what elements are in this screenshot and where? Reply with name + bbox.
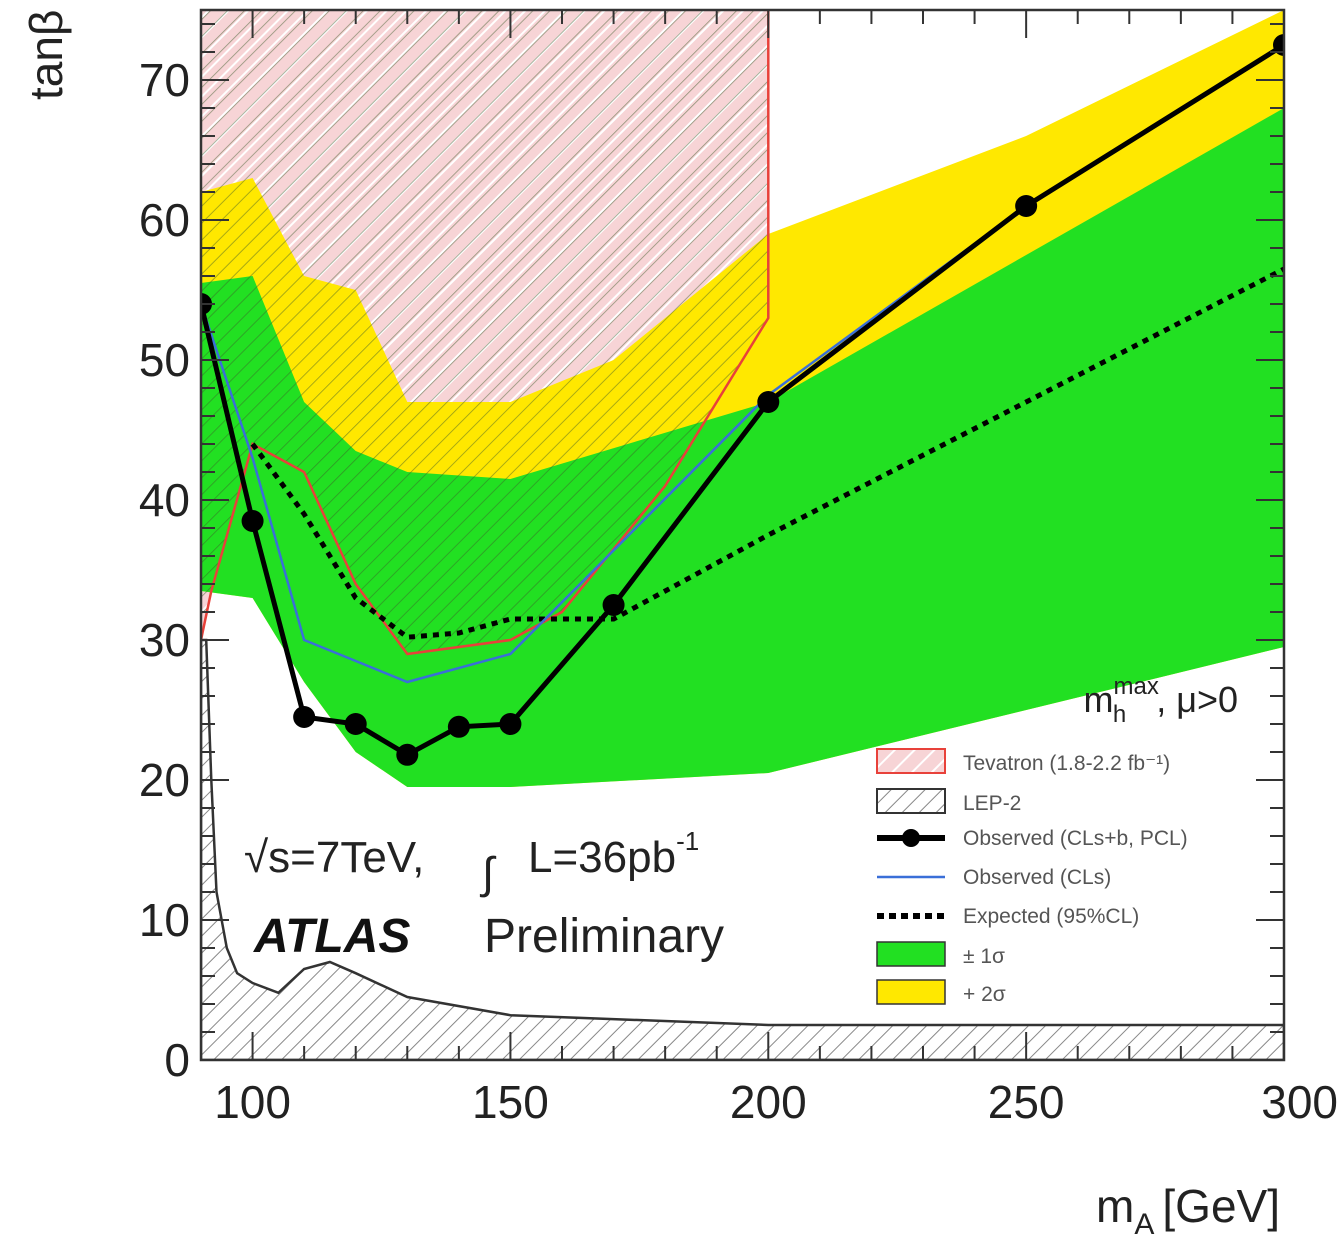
y-tick-label: 10 bbox=[139, 894, 190, 946]
observed-point-100 bbox=[241, 510, 264, 532]
atlas-label: ATLAS bbox=[253, 910, 410, 963]
x-tick-label: 300 bbox=[1261, 1076, 1338, 1128]
legend-label-expected: Expected (95%CL) bbox=[963, 905, 1139, 928]
x-tick-label: 150 bbox=[472, 1076, 549, 1128]
observed-point-250 bbox=[1015, 195, 1038, 217]
x-tick-label: 200 bbox=[730, 1076, 807, 1128]
legend: Tevatron (1.8-2.2 fb⁻¹) LEP-2 Observed (… bbox=[876, 748, 1188, 1006]
tevatron-hatch-overlay bbox=[201, 10, 769, 654]
y-tick-label: 0 bbox=[164, 1034, 190, 1086]
preliminary-label: Preliminary bbox=[484, 910, 724, 963]
y-tick-label: 40 bbox=[139, 474, 190, 526]
x-tick-label: 100 bbox=[214, 1076, 291, 1128]
y-tick-label: 20 bbox=[139, 754, 190, 806]
x-axis-title: mA [GeV] bbox=[1096, 1180, 1280, 1241]
luminosity-label: L=36pb-1 bbox=[528, 826, 699, 882]
legend-label-observed: Observed (CLs+b, PCL) bbox=[963, 827, 1188, 850]
observed-point-120 bbox=[344, 713, 367, 735]
legend-swatch-lep2 bbox=[876, 788, 946, 814]
legend-swatch-band1 bbox=[876, 941, 946, 967]
lep2-excluded-region bbox=[201, 638, 1284, 1060]
observed-point-170 bbox=[602, 594, 625, 616]
legend-label-band2: + 2σ bbox=[963, 983, 1006, 1006]
energy-label: √s=7TeV, bbox=[244, 833, 424, 882]
y-tick-label: 30 bbox=[139, 614, 190, 666]
y-tick-label: 50 bbox=[139, 334, 190, 386]
legend-swatch-band2 bbox=[876, 979, 946, 1005]
legend-swatch-tevatron bbox=[876, 748, 946, 774]
x-tick-label: 250 bbox=[988, 1076, 1065, 1128]
legend-marker-observed bbox=[902, 829, 920, 847]
observed-point-140 bbox=[447, 715, 470, 738]
legend-label-observed-cls: Observed (CLs) bbox=[963, 866, 1111, 889]
legend-label-band1: ± 1σ bbox=[963, 945, 1005, 968]
plot-frame bbox=[199, 8, 1286, 1062]
y-axis-title: tanβ bbox=[20, 10, 72, 100]
observed-point-300 bbox=[1273, 34, 1284, 56]
tevatron-boundary-line bbox=[201, 10, 770, 656]
observed-point-150 bbox=[499, 713, 522, 735]
observed-point-200 bbox=[757, 391, 780, 413]
y-tick-label: 60 bbox=[139, 194, 190, 246]
y-tick-label: 70 bbox=[139, 54, 190, 106]
legend-label-tevatron: Tevatron (1.8-2.2 fb⁻¹) bbox=[963, 752, 1170, 775]
observed-point-110 bbox=[293, 706, 316, 728]
legend-label-lep2: LEP-2 bbox=[963, 792, 1021, 815]
scenario-label: mmax h, μ>0 bbox=[1084, 673, 1239, 728]
observed-point-130 bbox=[396, 743, 419, 766]
integral-sign: ∫ bbox=[479, 849, 497, 898]
